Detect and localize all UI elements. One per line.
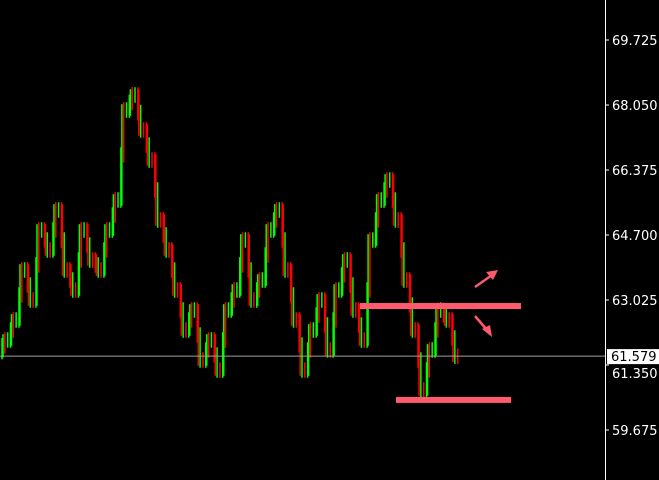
resistance-line (360, 303, 521, 310)
arrow-down-head (482, 325, 492, 337)
y-tick-label: 66.375 (612, 164, 658, 179)
current-price-text: 61.579 (611, 350, 657, 365)
y-tick-label: 63.025 (612, 294, 658, 309)
y-tick-label: 59.675 (612, 424, 658, 439)
current-price-label: 61.579 (607, 349, 659, 365)
y-tick-label: 68.050 (612, 99, 658, 114)
support-line (396, 396, 511, 403)
arrow-up-icon (474, 273, 493, 289)
y-tick-label: 64.700 (612, 229, 658, 244)
y-tick-label: 69.725 (612, 34, 658, 49)
arrow-up-head (486, 270, 498, 280)
y-tick-label: 61.350 (612, 367, 658, 382)
